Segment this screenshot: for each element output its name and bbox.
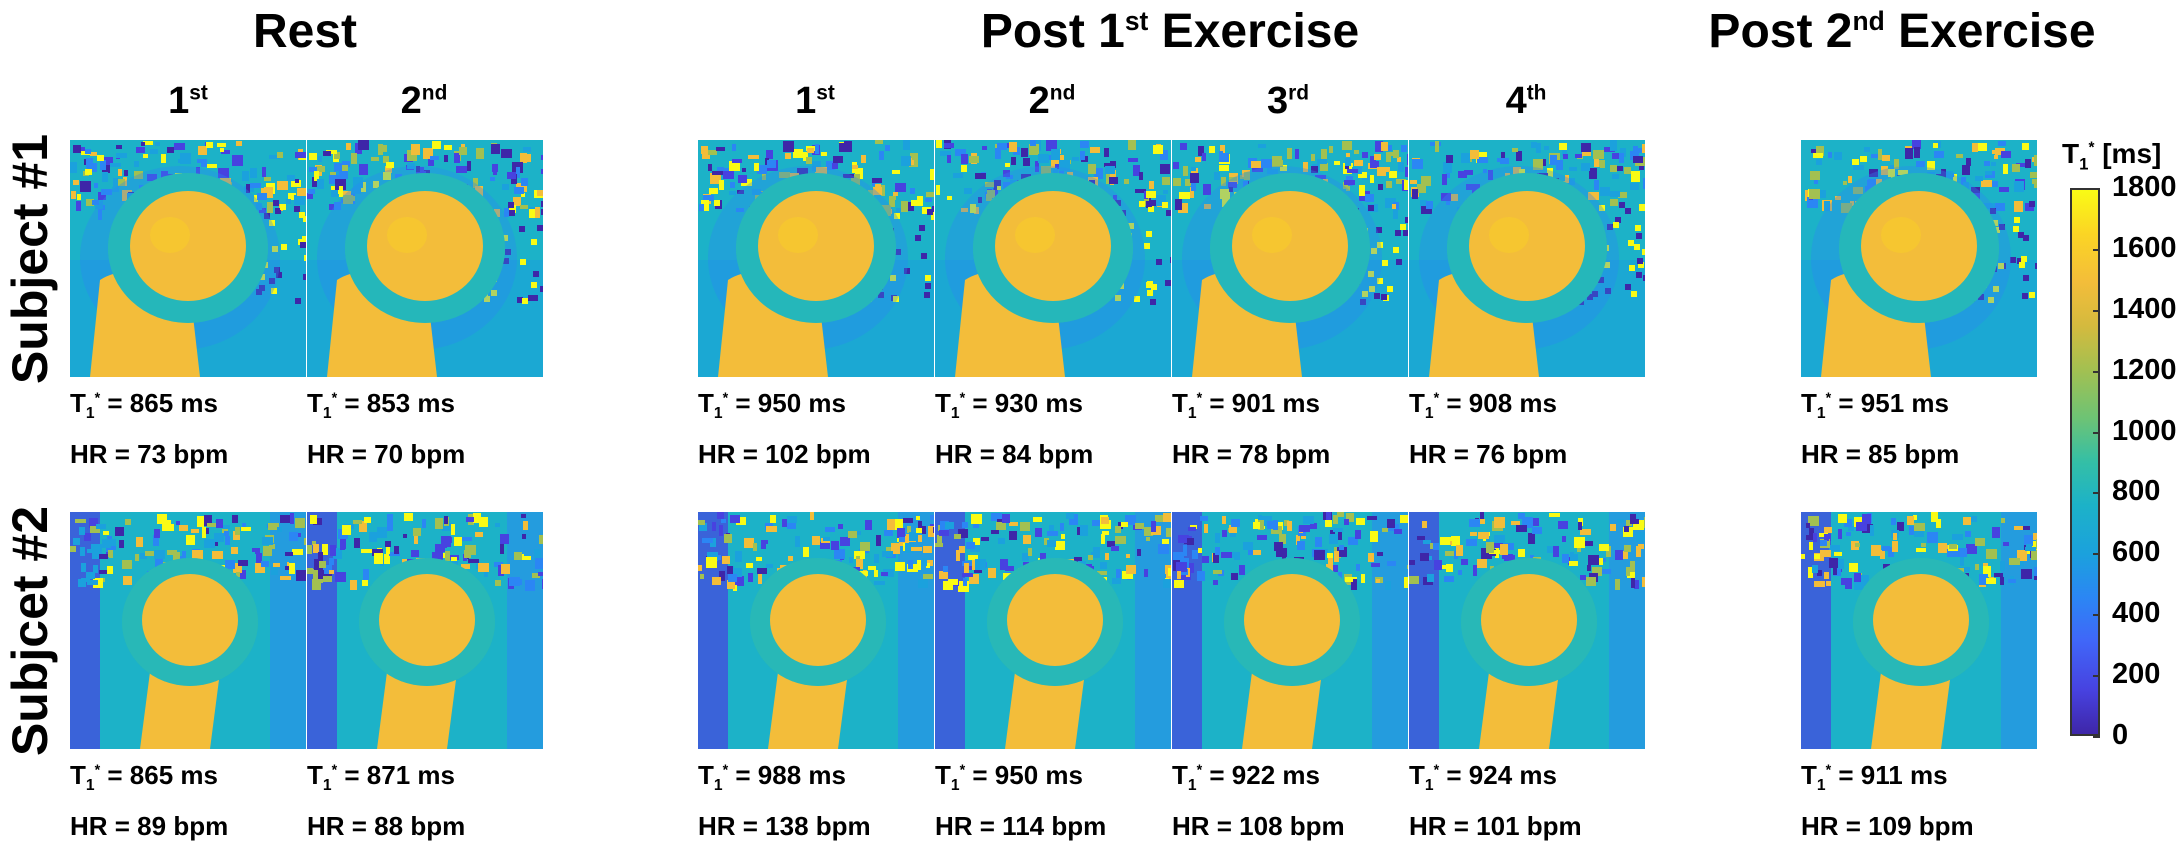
heart-rate-value: HR = 88 bpm xyxy=(307,811,466,842)
heart-rate-value: HR = 108 bpm xyxy=(1172,811,1345,842)
colorbar-tick-mark xyxy=(2093,310,2100,312)
heart-rate-value: HR = 78 bpm xyxy=(1172,439,1331,470)
t1-value: T1* = 871 ms xyxy=(307,760,455,795)
measurement-subject-1-panel-5: T1* = 901 ms HR = 78 bpm xyxy=(1172,383,1330,474)
heart-rate-value: HR = 101 bpm xyxy=(1409,811,1582,842)
colorbar-tick-label: 1000 xyxy=(2112,414,2177,447)
measurement-subject-2-panel-2: T1* = 871 ms HR = 88 bpm xyxy=(307,755,465,846)
column-header-post1-1st: 1st xyxy=(795,80,835,122)
colorbar-title: T1* [ms] xyxy=(2062,138,2162,174)
heart-rate-value: HR = 138 bpm xyxy=(698,811,871,842)
t1-map-subject-1-panel-5 xyxy=(1172,140,1408,377)
measurement-subject-2-panel-6: T1* = 924 ms HR = 101 bpm xyxy=(1409,755,1582,846)
measurement-subject-2-panel-3: T1* = 988 ms HR = 138 bpm xyxy=(698,755,871,846)
colorbar-tick-label: 1600 xyxy=(2112,231,2177,264)
measurement-subject-1-panel-4: T1* = 930 ms HR = 84 bpm xyxy=(935,383,1093,474)
measurement-subject-1-panel-6: T1* = 908 ms HR = 76 bpm xyxy=(1409,383,1567,474)
measurement-subject-2-panel-1: T1* = 865 ms HR = 89 bpm xyxy=(70,755,228,846)
t1-map-subject-1-panel-4 xyxy=(935,140,1171,377)
colorbar-tick-label: 1400 xyxy=(2112,292,2177,325)
heart-rate-value: HR = 73 bpm xyxy=(70,439,229,470)
colorbar-tick-label: 600 xyxy=(2112,536,2161,569)
heart-rate-value: HR = 76 bpm xyxy=(1409,439,1568,470)
colorbar-tick-label: 1200 xyxy=(2112,353,2177,386)
t1-map-subject-1-panel-1 xyxy=(70,140,306,377)
t1-map-subject-1-panel-6 xyxy=(1409,140,1645,377)
measurement-subject-1-panel-1: T1* = 865 ms HR = 73 bpm xyxy=(70,383,228,474)
colorbar-tick-mark xyxy=(2093,675,2100,677)
heart-rate-value: HR = 84 bpm xyxy=(935,439,1094,470)
colorbar-tick-label: 0 xyxy=(2112,719,2129,751)
heart-rate-value: HR = 70 bpm xyxy=(307,439,466,470)
colorbar-tick-mark xyxy=(2093,432,2100,434)
measurement-subject-1-panel-2: T1* = 853 ms HR = 70 bpm xyxy=(307,383,465,474)
t1-value: T1* = 930 ms xyxy=(935,388,1083,423)
colorbar-tick-mark xyxy=(2093,249,2100,251)
t1-value: T1* = 911 ms xyxy=(1801,760,1948,795)
colorbar-tick-mark xyxy=(2093,188,2100,190)
t1-map-subject-1-panel-3 xyxy=(698,140,934,377)
t1-value: T1* = 853 ms xyxy=(307,388,455,423)
t1-map-subject-2-panel-7 xyxy=(1801,512,2037,749)
t1-map-subject-2-panel-2 xyxy=(307,512,543,749)
measurement-subject-2-panel-7: T1* = 911 ms HR = 109 bpm xyxy=(1801,755,1974,846)
group-title-rest: Rest xyxy=(252,5,358,58)
colorbar xyxy=(2070,188,2100,736)
t1-value: T1* = 922 ms xyxy=(1172,760,1320,795)
t1-value: T1* = 901 ms xyxy=(1172,388,1320,423)
t1-map-subject-2-panel-5 xyxy=(1172,512,1408,749)
t1-value: T1* = 988 ms xyxy=(698,760,846,795)
measurement-subject-1-panel-3: T1* = 950 ms HR = 102 bpm xyxy=(698,383,871,474)
group-title-post-1st-exercise: Post 1st Exercise xyxy=(980,5,1360,58)
heart-rate-value: HR = 114 bpm xyxy=(935,811,1107,842)
t1-value: T1* = 865 ms xyxy=(70,388,218,423)
column-header-post1-2nd: 2nd xyxy=(1028,80,1076,122)
t1-map-subject-2-panel-3 xyxy=(698,512,934,749)
row-label-subject-1: Subject #1 xyxy=(2,133,58,385)
colorbar-tick-mark xyxy=(2093,492,2100,494)
measurement-subject-2-panel-5: T1* = 922 ms HR = 108 bpm xyxy=(1172,755,1345,846)
colorbar-tick-mark xyxy=(2093,736,2100,738)
column-header-rest-1st: 1st xyxy=(168,80,208,122)
t1-value: T1* = 950 ms xyxy=(698,388,846,423)
t1-map-subject-1-panel-2 xyxy=(307,140,543,377)
group-title-post-2nd-exercise: Post 2nd Exercise xyxy=(1708,5,2096,58)
measurement-subject-1-panel-7: T1* = 951 ms HR = 85 bpm xyxy=(1801,383,1959,474)
colorbar-tick-label: 800 xyxy=(2112,475,2161,508)
colorbar-tick-mark xyxy=(2093,614,2100,616)
column-header-rest-2nd: 2nd xyxy=(400,80,448,122)
colorbar-tick-label: 400 xyxy=(2112,597,2161,630)
t1-map-subject-2-panel-1 xyxy=(70,512,306,749)
t1-value: T1* = 908 ms xyxy=(1409,388,1557,423)
column-header-post1-4th: 4th xyxy=(1505,80,1547,122)
colorbar-tick-mark xyxy=(2093,553,2100,555)
colorbar-tick-mark xyxy=(2093,371,2100,373)
column-header-post1-3rd: 3rd xyxy=(1266,80,1310,122)
heart-rate-value: HR = 85 bpm xyxy=(1801,439,1960,470)
heart-rate-value: HR = 89 bpm xyxy=(70,811,229,842)
heart-rate-value: HR = 109 bpm xyxy=(1801,811,1974,842)
heart-rate-value: HR = 102 bpm xyxy=(698,439,871,470)
t1-value: T1* = 950 ms xyxy=(935,760,1083,795)
measurement-subject-2-panel-4: T1* = 950 ms HR = 114 bpm xyxy=(935,755,1106,846)
t1-map-subject-2-panel-6 xyxy=(1409,512,1645,749)
t1-value: T1* = 865 ms xyxy=(70,760,218,795)
t1-map-subject-1-panel-7 xyxy=(1801,140,2037,377)
colorbar-tick-label: 1800 xyxy=(2112,171,2177,203)
t1-map-subject-2-panel-4 xyxy=(935,512,1171,749)
colorbar-tick-label: 200 xyxy=(2112,658,2161,691)
row-label-subject-2: Subjcet #2 xyxy=(2,505,58,757)
t1-value: T1* = 951 ms xyxy=(1801,388,1949,423)
t1-value: T1* = 924 ms xyxy=(1409,760,1557,795)
